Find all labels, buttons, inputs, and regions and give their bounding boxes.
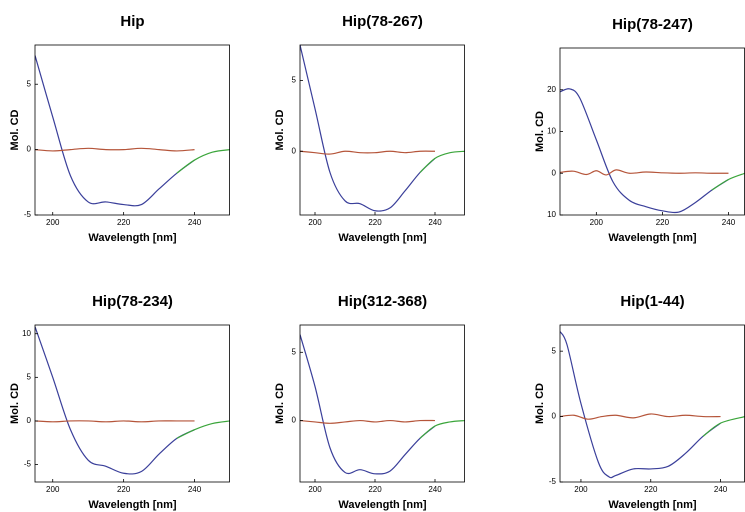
y-tick-label: 0	[552, 412, 557, 421]
x-axis-label: Wavelength [nm]	[88, 499, 177, 511]
panel-title: Hip(1-44)	[620, 293, 684, 310]
y-axis-label: Mol. CD	[534, 111, 546, 152]
y-axis-label: Mol. CD	[9, 109, 21, 150]
line	[711, 172, 745, 191]
line	[560, 331, 721, 479]
y-axis-label: Mol. CD	[274, 383, 286, 424]
plot-frame	[34, 44, 230, 216]
line	[35, 55, 195, 207]
x-axis-label: Wavelength [nm]	[88, 232, 177, 244]
panel-title: Hip(78-234)	[92, 293, 173, 310]
line	[300, 150, 436, 155]
x-tick-label: 220	[368, 218, 382, 227]
line	[35, 420, 195, 423]
x-tick-label: 200	[308, 218, 322, 227]
x-tick-label: 240	[188, 218, 202, 227]
panel-title: Hip(312-368)	[338, 293, 427, 310]
x-tick-label: 240	[428, 218, 442, 227]
line	[560, 169, 729, 176]
panel-title: Hip(78-267)	[342, 13, 423, 30]
y-axis-label: Mol. CD	[534, 383, 546, 424]
y-tick-label: 5	[27, 372, 32, 381]
plot-frame	[299, 324, 465, 483]
plot-frame	[299, 44, 465, 216]
y-tick-label: 5	[27, 79, 32, 88]
x-tick-label: 200	[46, 218, 60, 227]
x-axis-label: Wavelength [nm]	[608, 499, 697, 511]
x-tick-label: 240	[188, 485, 202, 494]
y-tick-label: 20	[547, 85, 556, 94]
line	[300, 45, 436, 212]
plot-frame	[559, 47, 745, 216]
line	[300, 334, 436, 475]
x-tick-label: 220	[117, 218, 131, 227]
plot-frame	[34, 324, 230, 483]
y-tick-label: 5	[292, 347, 297, 356]
y-tick-label: 10	[547, 210, 556, 219]
x-tick-label: 240	[428, 485, 442, 494]
y-tick-label: -5	[24, 210, 32, 219]
line	[300, 419, 436, 424]
y-tick-label: 10	[22, 329, 31, 338]
line	[560, 88, 729, 214]
y-tick-label: 10	[547, 127, 556, 136]
x-tick-label: 240	[722, 218, 736, 227]
y-axis-label: Mol. CD	[274, 109, 286, 150]
x-tick-label: 200	[590, 218, 604, 227]
x-axis-label: Wavelength [nm]	[338, 232, 427, 244]
x-tick-label: 220	[117, 485, 131, 494]
y-tick-label: -5	[24, 460, 32, 469]
line	[560, 413, 721, 420]
plot-frame	[559, 324, 745, 483]
y-tick-label: 0	[27, 416, 32, 425]
line	[702, 416, 745, 437]
x-tick-label: 200	[574, 485, 588, 494]
x-tick-label: 200	[46, 485, 60, 494]
y-tick-label: 5	[292, 76, 297, 85]
y-tick-label: 0	[552, 168, 557, 177]
line	[419, 419, 465, 439]
y-tick-label: -5	[549, 477, 557, 486]
x-tick-label: 200	[308, 485, 322, 494]
x-tick-label: 220	[368, 485, 382, 494]
y-tick-label: 5	[552, 346, 557, 355]
y-tick-label: 0	[27, 145, 32, 154]
x-tick-label: 220	[644, 485, 658, 494]
x-axis-label: Wavelength [nm]	[608, 232, 697, 244]
y-tick-label: 0	[292, 416, 297, 425]
panel-title: Hip	[120, 13, 144, 30]
line	[35, 326, 195, 475]
line	[419, 150, 465, 173]
x-axis-label: Wavelength [nm]	[338, 499, 427, 511]
line	[35, 147, 195, 152]
x-tick-label: 240	[714, 485, 728, 494]
x-tick-label: 220	[656, 218, 670, 227]
panel-title: Hip(78-247)	[612, 16, 693, 33]
y-tick-label: 0	[292, 146, 297, 155]
line	[176, 149, 230, 174]
y-axis-label: Mol. CD	[9, 383, 21, 424]
line	[176, 420, 230, 439]
